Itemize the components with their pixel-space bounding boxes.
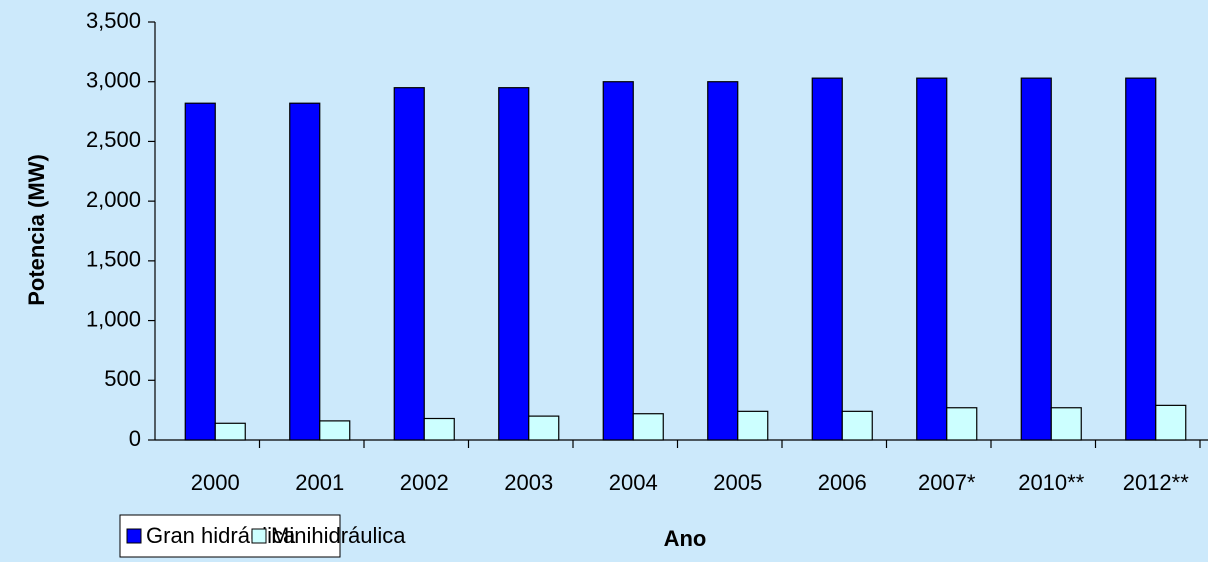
y-tick-label: 1,500 <box>86 247 141 272</box>
x-tick-label: 2007* <box>918 470 976 495</box>
x-tick-label: 2002 <box>400 470 449 495</box>
y-tick-label: 3,000 <box>86 68 141 93</box>
bar <box>184 102 216 441</box>
bar <box>602 81 634 441</box>
bar <box>1125 77 1157 441</box>
legend-label: Minihidráulica <box>271 523 406 548</box>
bar <box>841 410 873 441</box>
bar <box>916 77 948 441</box>
y-tick-label: 2,500 <box>86 127 141 152</box>
bar <box>498 87 530 441</box>
legend-box <box>119 514 341 558</box>
y-tick-label: 0 <box>129 426 141 451</box>
x-axis-title: Ano <box>664 526 707 551</box>
bar <box>319 420 351 441</box>
y-tick-label: 3,500 <box>86 8 141 33</box>
legend-swatch <box>126 528 142 544</box>
legend-label: Gran hidráulica <box>146 523 296 548</box>
y-tick-label: 2,000 <box>86 187 141 212</box>
bar <box>632 413 664 441</box>
bar <box>946 407 978 441</box>
bar <box>1155 404 1187 441</box>
x-tick-label: 2010** <box>1018 470 1085 495</box>
bar <box>737 410 769 441</box>
x-tick-label: 2005 <box>713 470 762 495</box>
y-tick-label: 1,000 <box>86 306 141 331</box>
bar <box>528 415 560 441</box>
y-tick-label: 500 <box>104 366 141 391</box>
bar <box>707 81 739 441</box>
x-tick-label: 2004 <box>609 470 658 495</box>
x-tick-label: 2006 <box>818 470 867 495</box>
bar <box>1050 407 1082 441</box>
x-tick-label: 2001 <box>295 470 344 495</box>
legend-swatch <box>251 528 267 544</box>
bar <box>811 77 843 441</box>
bar <box>214 422 246 441</box>
bar <box>1020 77 1052 441</box>
x-tick-label: 2012** <box>1123 470 1190 495</box>
bar <box>393 87 425 441</box>
y-axis-title: Potencia (MW) <box>24 154 49 306</box>
bar <box>289 102 321 441</box>
bar <box>423 417 455 441</box>
x-tick-label: 2000 <box>191 470 240 495</box>
x-tick-label: 2003 <box>504 470 553 495</box>
